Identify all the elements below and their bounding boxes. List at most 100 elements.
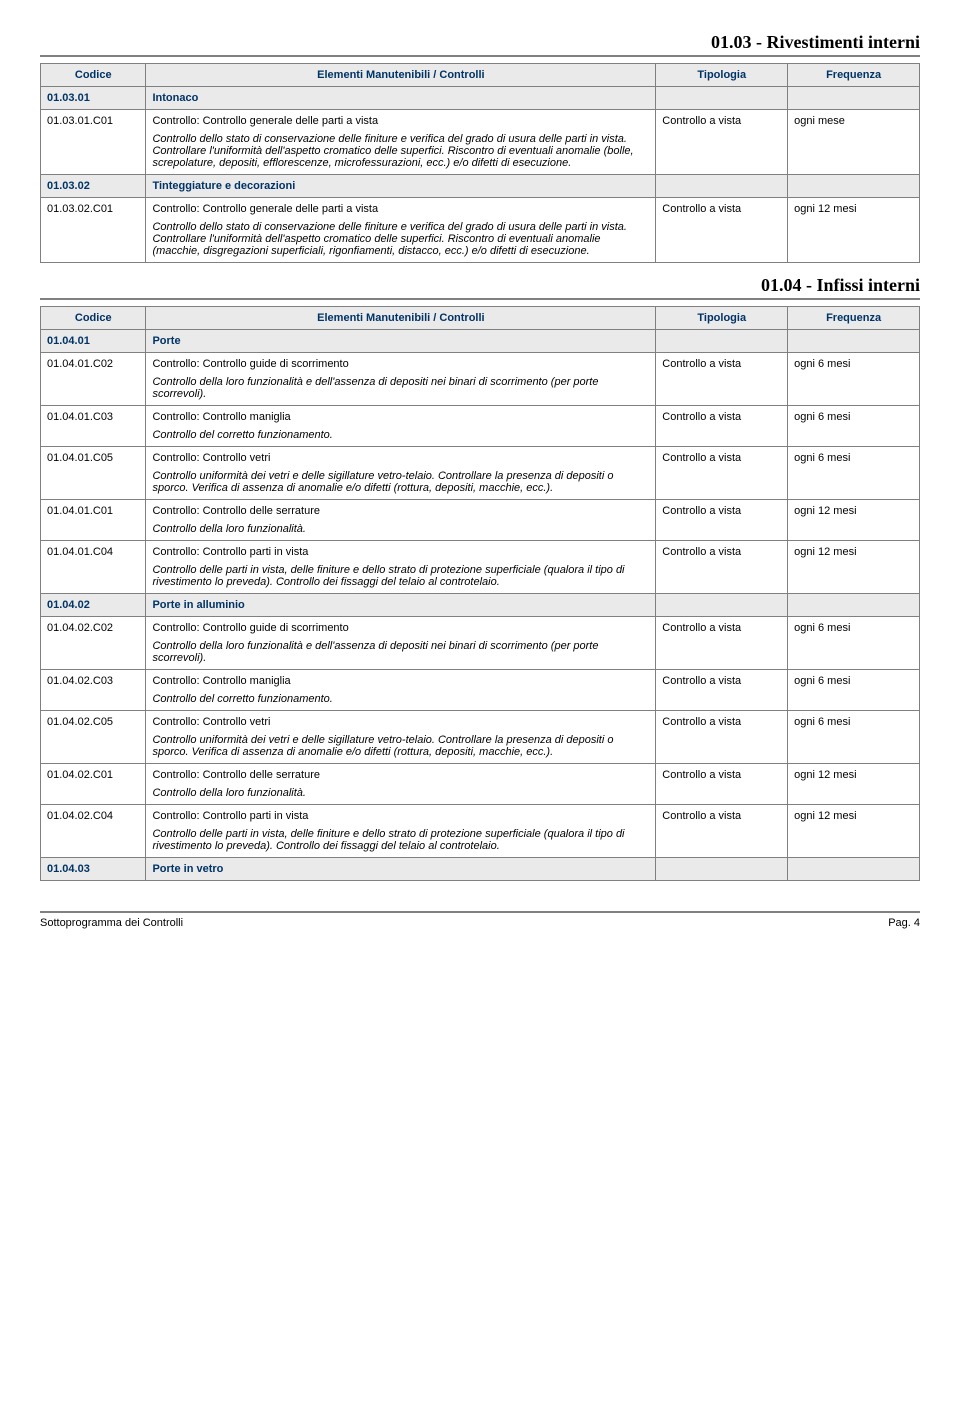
item-description-cell: Controllo: Controllo delle serrature Cont…	[146, 500, 656, 541]
item-row: 01.04.02.C05Controllo: Controllo vetriCo…	[41, 711, 920, 764]
item-title: Controllo: Controllo guide di scorriment…	[152, 622, 348, 634]
item-row: 01.04.02.C01Controllo: Controllo delle s…	[41, 764, 920, 805]
section-title: 01.03 - Rivestimenti interni	[40, 32, 920, 57]
page-content: 01.03 - Rivestimenti interniCodiceElemen…	[40, 32, 920, 881]
item-code: 01.04.02.C02	[41, 617, 146, 670]
category-code: 01.04.03	[41, 858, 146, 881]
item-tipologia: Controllo a vista	[656, 670, 788, 711]
item-frequenza: ogni mese	[788, 110, 920, 175]
item-description: Controllo dello stato di conservazione d…	[152, 133, 649, 169]
footer-left: Sottoprogramma dei Controlli	[40, 917, 183, 929]
empty-cell	[656, 330, 788, 353]
item-row: 01.04.01.C04Controllo: Controllo parti i…	[41, 541, 920, 594]
item-title: Controllo: Controllo parti in vista	[152, 546, 308, 558]
item-description-cell: Controllo: Controllo parti in vista Contr…	[146, 541, 656, 594]
item-code: 01.04.01.C02	[41, 353, 146, 406]
table-header: Codice	[41, 307, 146, 330]
item-description: Controllo uniformità dei vetri e delle s…	[152, 734, 649, 758]
item-code: 01.04.02.C03	[41, 670, 146, 711]
empty-cell	[656, 87, 788, 110]
item-description: Controllo della loro funzionalità e dell…	[152, 376, 649, 400]
category-name: Porte in vetro	[146, 858, 656, 881]
category-name: Tinteggiature e decorazioni	[146, 175, 656, 198]
item-frequenza: ogni 6 mesi	[788, 711, 920, 764]
item-description: Controllo del corretto funzionamento.	[152, 693, 649, 705]
item-frequenza: ogni 6 mesi	[788, 447, 920, 500]
item-row: 01.04.01.C01Controllo: Controllo delle s…	[41, 500, 920, 541]
item-tipologia: Controllo a vista	[656, 353, 788, 406]
item-description: Controllo della loro funzionalità e dell…	[152, 640, 649, 664]
item-description-cell: Controllo: Controllo vetriControllo unif…	[146, 447, 656, 500]
category-code: 01.04.02	[41, 594, 146, 617]
item-description: Controllo delle parti in vista, delle fi…	[152, 828, 649, 852]
item-frequenza: ogni 6 mesi	[788, 617, 920, 670]
item-frequenza: ogni 12 mesi	[788, 500, 920, 541]
item-code: 01.04.02.C04	[41, 805, 146, 858]
empty-cell	[656, 594, 788, 617]
controls-table: CodiceElementi Manutenibili / ControlliT…	[40, 63, 920, 263]
category-row: 01.03.01Intonaco	[41, 87, 920, 110]
item-description: Controllo della loro funzionalità.	[152, 523, 649, 535]
item-row: 01.04.02.C02 Controllo: Controllo guide d…	[41, 617, 920, 670]
item-code: 01.04.02.C01	[41, 764, 146, 805]
item-description-cell: Controllo: Controllo maniglia Controllo d…	[146, 670, 656, 711]
item-description-cell: Controllo: Controllo generale delle part…	[146, 110, 656, 175]
item-code: 01.04.01.C04	[41, 541, 146, 594]
category-code: 01.04.01	[41, 330, 146, 353]
item-tipologia: Controllo a vista	[656, 805, 788, 858]
item-frequenza: ogni 12 mesi	[788, 541, 920, 594]
item-code: 01.04.01.C01	[41, 500, 146, 541]
item-code: 01.04.01.C03	[41, 406, 146, 447]
item-row: 01.04.02.C04 Controllo: Controllo parti i…	[41, 805, 920, 858]
item-description-cell: Controllo: Controllo guide di scorriment…	[146, 617, 656, 670]
item-title: Controllo: Controllo vetri	[152, 452, 270, 464]
table-header: Elementi Manutenibili / Controlli	[146, 307, 656, 330]
item-description: Controllo delle parti in vista, delle fi…	[152, 564, 649, 588]
item-frequenza: ogni 12 mesi	[788, 805, 920, 858]
table-header: Frequenza	[788, 307, 920, 330]
category-row: 01.04.03Porte in vetro	[41, 858, 920, 881]
empty-cell	[656, 858, 788, 881]
item-tipologia: Controllo a vista	[656, 617, 788, 670]
category-row: 01.04.02Porte in alluminio	[41, 594, 920, 617]
item-tipologia: Controllo a vista	[656, 447, 788, 500]
empty-cell	[788, 594, 920, 617]
item-tipologia: Controllo a vista	[656, 198, 788, 263]
item-frequenza: ogni 12 mesi	[788, 198, 920, 263]
item-frequenza: ogni 6 mesi	[788, 406, 920, 447]
item-tipologia: Controllo a vista	[656, 764, 788, 805]
empty-cell	[788, 175, 920, 198]
item-title: Controllo: Controllo generale delle part…	[152, 115, 378, 127]
table-header: Tipologia	[656, 64, 788, 87]
item-description-cell: Controllo: Controllo delle serratureCont…	[146, 764, 656, 805]
table-header: Codice	[41, 64, 146, 87]
item-frequenza: ogni 12 mesi	[788, 764, 920, 805]
item-frequenza: ogni 6 mesi	[788, 670, 920, 711]
item-title: Controllo: Controllo delle serrature	[152, 769, 320, 781]
item-title: Controllo: Controllo parti in vista	[152, 810, 308, 822]
section-title: 01.04 - Infissi interni	[40, 275, 920, 300]
item-title: Controllo: Controllo vetri	[152, 716, 270, 728]
category-name: Porte	[146, 330, 656, 353]
category-row: 01.03.02Tinteggiature e decorazioni	[41, 175, 920, 198]
table-header: Frequenza	[788, 64, 920, 87]
category-name: Intonaco	[146, 87, 656, 110]
item-title: Controllo: Controllo guide di scorriment…	[152, 358, 348, 370]
item-tipologia: Controllo a vista	[656, 110, 788, 175]
item-title: Controllo: Controllo delle serrature	[152, 505, 320, 517]
item-description-cell: Controllo: Controllo vetri Controllo unif…	[146, 711, 656, 764]
empty-cell	[788, 858, 920, 881]
item-row: 01.04.01.C03Controllo: Controllo manigli…	[41, 406, 920, 447]
item-description: Controllo dello stato di conservazione d…	[152, 221, 649, 257]
item-description-cell: Controllo: Controllo guide di scorriment…	[146, 353, 656, 406]
item-row: 01.04.01.C02 Controllo: Controllo guide d…	[41, 353, 920, 406]
item-description-cell: Controllo: Controllo generale delle part…	[146, 198, 656, 263]
item-code: 01.04.02.C05	[41, 711, 146, 764]
item-tipologia: Controllo a vista	[656, 406, 788, 447]
item-frequenza: ogni 6 mesi	[788, 353, 920, 406]
item-row: 01.04.02.C03Controllo: Controllo manigli…	[41, 670, 920, 711]
item-title: Controllo: Controllo maniglia	[152, 675, 290, 687]
item-description: Controllo del corretto funzionamento.	[152, 429, 649, 441]
empty-cell	[656, 175, 788, 198]
item-row: 01.03.02.C01Controllo: Controllo general…	[41, 198, 920, 263]
